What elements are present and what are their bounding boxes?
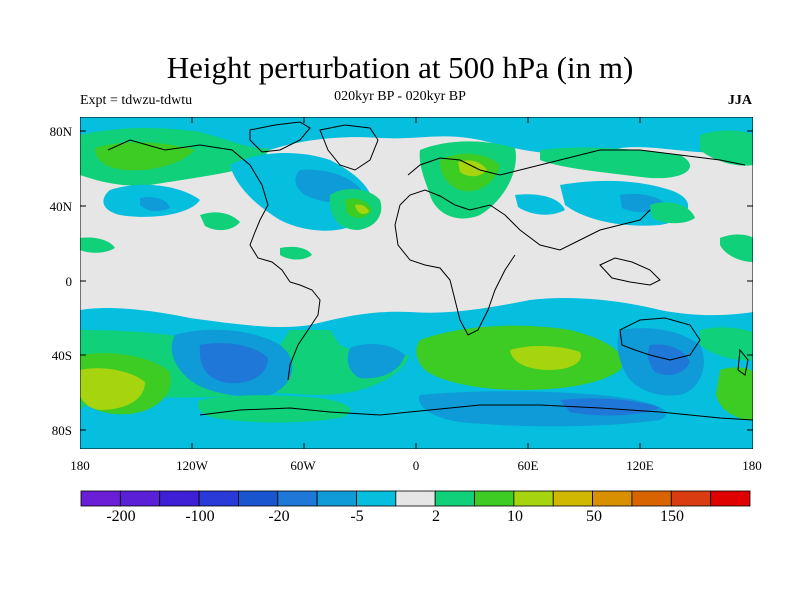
axis-ticks	[80, 117, 753, 449]
colorbar-box	[356, 490, 397, 507]
colorbar-box	[159, 490, 200, 507]
colorbar-label: 50	[586, 508, 602, 525]
lon-label-60w: 60W	[290, 458, 316, 473]
colorbar-box	[198, 490, 239, 507]
colorbar-label: -20	[268, 508, 290, 525]
lon-label-180e: 180	[742, 458, 762, 473]
experiment-label: Expt = tdwzu-tdwtu	[80, 93, 193, 108]
colorbar-box	[277, 490, 318, 507]
contour-fields-south	[80, 298, 753, 449]
colorbar-box	[513, 490, 554, 507]
colorbar-box	[474, 490, 515, 507]
colorbar-box	[119, 490, 161, 507]
colorbar	[80, 490, 751, 507]
colorbar-label: -100	[185, 508, 215, 525]
colorbar-label: -5	[350, 508, 364, 525]
season-label: JJA	[727, 93, 752, 108]
colorbar-box	[592, 490, 633, 507]
colorbar-box	[238, 490, 279, 507]
colorbar-label: 2	[432, 508, 440, 525]
lat-label-40s: 40S	[51, 348, 72, 363]
colorbar-label: -200	[106, 508, 136, 525]
map-title: Height perturbation at 500 hPa (in m)	[166, 50, 634, 85]
colorbar-box	[434, 490, 475, 507]
map-subtitle: 020kyr BP - 020kyr BP	[334, 89, 466, 104]
coastlines	[107, 121, 753, 421]
lon-label-120w: 120W	[176, 458, 208, 473]
lon-label-60e: 60E	[517, 458, 539, 473]
colorbar-box	[631, 490, 672, 507]
lat-label-0: 0	[65, 274, 73, 289]
lon-label-180w: 180	[70, 458, 90, 473]
colorbar-box	[552, 490, 593, 507]
colorbar-box	[395, 490, 436, 507]
lat-label-80n: 80N	[49, 124, 72, 139]
contour-fields-north	[80, 117, 753, 262]
lon-label-120e: 120E	[626, 458, 654, 473]
colorbar-label: 10	[507, 508, 523, 525]
colorbar-box	[670, 490, 712, 507]
lat-label-40n: 40N	[49, 199, 72, 214]
colorbar-box	[80, 490, 121, 507]
lon-label-0: 0	[412, 458, 420, 473]
lat-label-80s: 80S	[51, 423, 72, 438]
colorbar-box	[316, 490, 357, 507]
colorbar-box	[710, 490, 751, 507]
colorbar-label: 150	[660, 508, 684, 525]
